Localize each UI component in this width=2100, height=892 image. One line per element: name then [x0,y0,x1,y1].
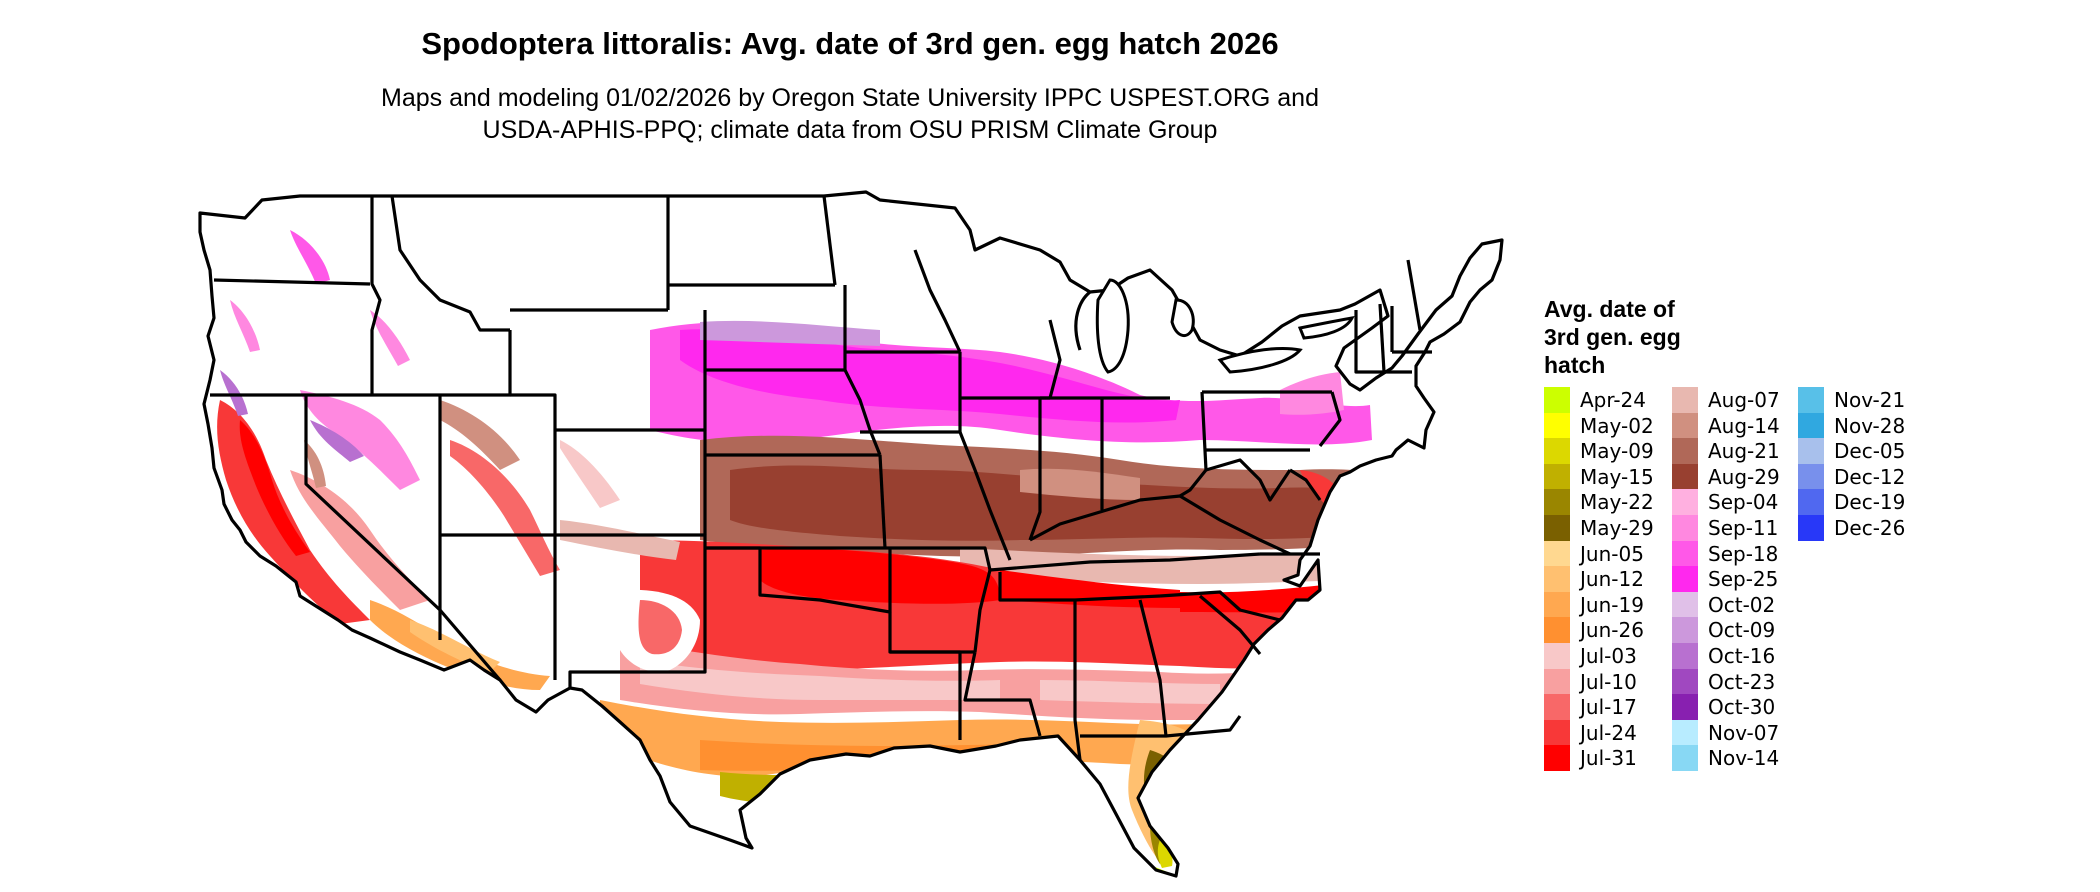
legend-label: Dec-05 [1834,439,1906,464]
legend-label: Jul-10 [1580,669,1637,694]
legend-swatch [1672,387,1698,413]
legend-label: May-09 [1580,439,1654,464]
legend-swatch [1798,514,1824,541]
legend-label: May-29 [1580,515,1654,540]
legend-label: Nov-28 [1834,413,1906,438]
legend-title-line-1: Avg. date of [1544,296,1675,322]
legend-swatch [1798,387,1824,413]
legend-swatch [1544,694,1570,720]
legend-label: Aug-14 [1708,413,1780,438]
legend-swatch [1544,387,1570,413]
legend-swatch [1672,489,1698,515]
legend-swatch [1544,642,1570,669]
map-title: Spodoptera littoralis: Avg. date of 3rd … [421,26,1279,61]
legend-label: Sep-18 [1708,541,1779,566]
legend-swatch [1672,694,1698,720]
legend-label: Nov-21 [1834,388,1906,412]
legend-swatch [1798,463,1824,490]
legend-label: Oct-23 [1708,669,1776,694]
subtitle-line-2: USDA-APHIS-PPQ; climate data from OSU PR… [482,116,1218,144]
legend-swatch [1672,540,1698,567]
legend-swatch [1672,617,1698,643]
legend-title: Avg. date of 3rd gen. egg hatch [1544,295,1744,379]
legend-swatch [1544,719,1570,746]
legend-swatch [1798,412,1824,439]
legend-label: Oct-16 [1708,643,1776,668]
legend-swatch [1544,617,1570,643]
legend-swatch [1672,745,1698,771]
legend-swatch [1672,719,1698,746]
legend-label: May-15 [1580,464,1654,489]
legend-label: Aug-29 [1708,464,1780,489]
legend-label: Apr-24 [1580,388,1646,412]
legend-swatch [1544,412,1570,439]
legend-label: Jul-17 [1580,695,1637,720]
legend-swatch [1544,540,1570,567]
legend-label: Sep-04 [1708,490,1779,515]
legend-swatch [1672,463,1698,490]
legend-label: Jun-26 [1580,618,1644,643]
subtitle-line-1: Maps and modeling 01/02/2026 by Oregon S… [381,84,1319,112]
legend-label: Oct-09 [1708,618,1776,643]
legend-swatch [1672,668,1698,695]
legend-swatch [1544,745,1570,771]
legend-swatch [1672,438,1698,464]
legend-swatch [1672,591,1698,618]
legend-label: Dec-19 [1834,490,1906,515]
legend-label: Aug-21 [1708,439,1780,464]
legend-swatch [1544,514,1570,541]
legend-swatch [1672,514,1698,541]
map-subtitle: Maps and modeling 01/02/2026 by Oregon S… [0,82,1700,146]
legend-label: Nov-07 [1708,720,1780,745]
legend-label: Sep-11 [1708,515,1779,540]
legend-label: Oct-30 [1708,695,1776,720]
legend-swatch [1544,566,1570,592]
legend-swatch [1672,566,1698,592]
legend-label: Jul-03 [1580,643,1637,668]
legend-swatch [1544,668,1570,695]
legend-label: Jul-31 [1580,746,1637,771]
legend-swatch [1544,438,1570,464]
legend-label: May-02 [1580,413,1654,438]
legend-swatch [1798,489,1824,515]
legend-label: Jul-24 [1580,720,1637,745]
legend-swatch [1672,412,1698,439]
legend-title-line-2: 3rd gen. egg [1544,324,1681,350]
legend-label: May-22 [1580,490,1654,515]
legend-swatch [1544,591,1570,618]
legend-swatch [1544,463,1570,490]
legend-label: Jun-05 [1580,541,1644,566]
legend-label: Jun-12 [1580,567,1644,592]
legend-label: Jun-19 [1580,592,1644,617]
legend-swatch [1544,489,1570,515]
legend-swatch [1798,438,1824,464]
legend-label: Dec-26 [1834,515,1906,540]
legend-title-line-3: hatch [1544,352,1606,378]
legend-label: Nov-14 [1708,746,1780,771]
legend-label: Aug-07 [1708,388,1780,412]
legend-swatch [1672,642,1698,669]
legend-label: Oct-02 [1708,592,1776,617]
legend-label: Sep-25 [1708,567,1779,592]
legend-label: Dec-12 [1834,464,1906,489]
